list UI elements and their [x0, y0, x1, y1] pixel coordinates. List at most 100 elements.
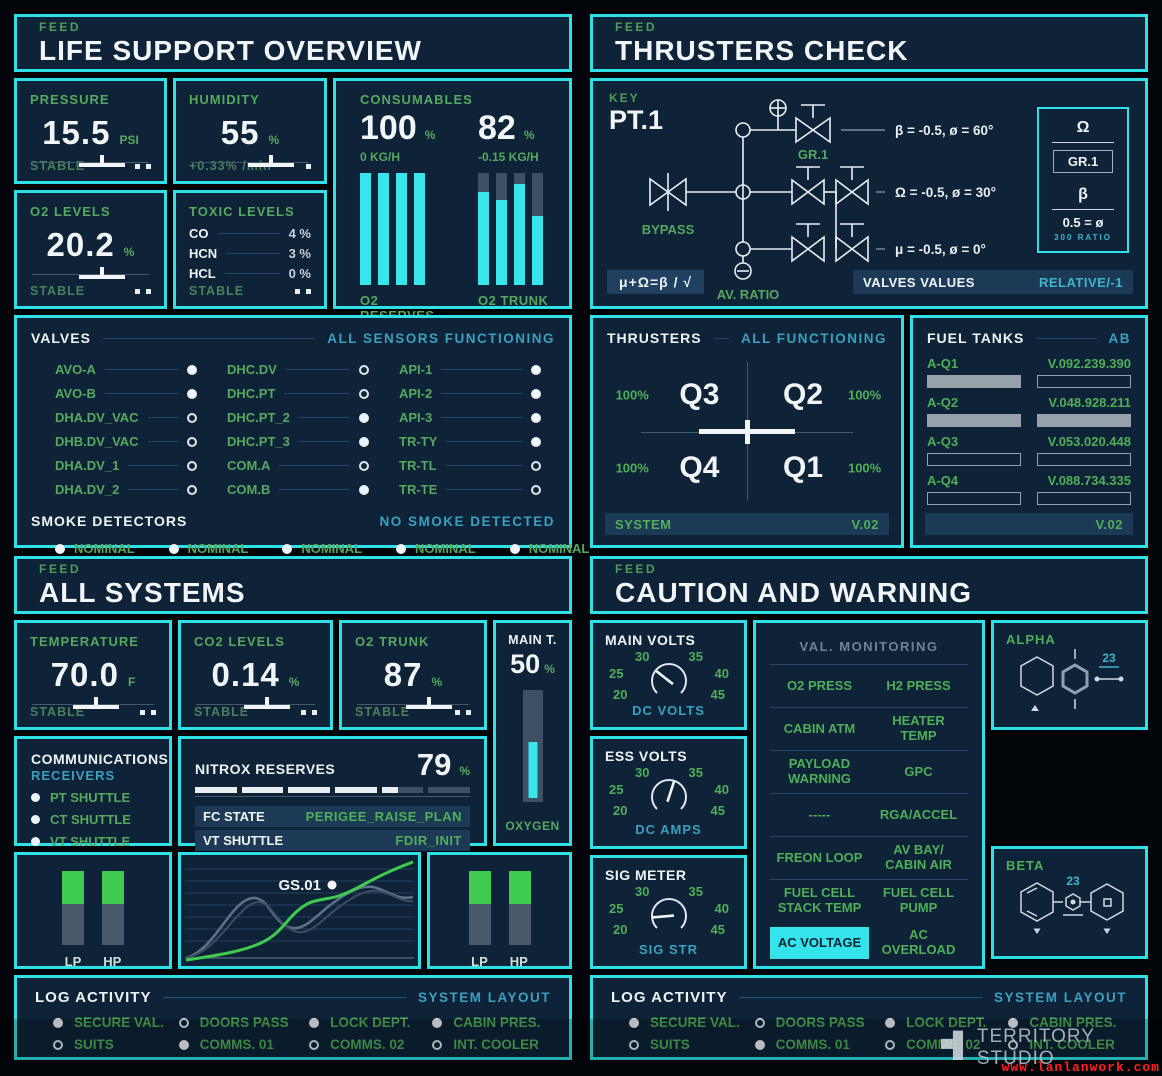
annunciator-button[interactable]: PAYLOAD WARNING	[788, 756, 851, 786]
temperature-status: STABLE	[30, 705, 86, 719]
valve-state-dot	[187, 364, 197, 375]
valve-item: TR-TE	[399, 482, 541, 497]
o2-trunk-caption: O2 TRUNK	[478, 293, 549, 308]
main-volts-tile: MAIN VOLTS 30 35 25 40 20 45 DC VOLTS	[590, 620, 747, 730]
alpha-tile: ALPHA 23	[991, 620, 1148, 730]
log-activity-left: LOG ACTIVITY SYSTEM LAYOUT SECURE VAL. D…	[14, 975, 572, 1060]
annunciator-button[interactable]: AV BAY/ CABIN AIR	[885, 842, 952, 872]
o2-trunk-tile: O2 TRUNK 87% STABLE	[339, 620, 487, 730]
valves-status: ALL SENSORS FUNCTIONING	[327, 330, 555, 346]
gauge-tick: 35	[688, 649, 703, 664]
alpha-label: ALPHA	[1006, 632, 1056, 647]
gauge-tick: 30	[635, 649, 650, 664]
toxic-status: STABLE	[189, 284, 245, 298]
gauge-tick: 20	[613, 687, 628, 702]
receivers-label: RECEIVERS	[31, 768, 116, 783]
dc-amps-caption: DC AMPS	[635, 822, 702, 837]
main-tank-unit: %	[544, 662, 555, 676]
quadrant-q1: Q1	[782, 450, 824, 484]
annunciator-button[interactable]: RGA/ACCEL	[879, 806, 958, 822]
valve-item: TR-TL	[399, 458, 541, 473]
feed-label: FEED	[39, 561, 82, 576]
fuel-bar	[1037, 492, 1131, 505]
nitrox-value: 79	[416, 747, 452, 782]
gauge-tick: 45	[710, 803, 725, 818]
valve-state-dot	[187, 436, 197, 447]
humidity-tile: HUMIDITY 55% +0.33% /min	[173, 78, 327, 184]
log-dot	[629, 1039, 639, 1050]
main-tank-value: 50	[510, 649, 541, 679]
log-dot	[1008, 1017, 1019, 1028]
log-item: INT. COOLER	[1008, 1037, 1127, 1052]
humidity-unit: %	[268, 133, 280, 147]
temperature-label: TEMPERATURE	[30, 634, 139, 649]
valve-item: AVO-A	[55, 362, 197, 377]
fuel-bar	[1037, 375, 1131, 388]
communications-label: COMMUNICATIONS	[31, 751, 169, 767]
valve-item: COM.A	[227, 458, 369, 473]
sig-str-caption: SIG STR	[638, 942, 698, 957]
fuel-row: A-Q1 V.092.239.390	[927, 356, 1131, 388]
annunciator-button[interactable]: O2 PRESS	[786, 677, 853, 693]
temperature-tile: TEMPERATURE 70.0 F STABLE	[14, 620, 172, 730]
humidity-label: HUMIDITY	[189, 92, 260, 107]
thrusters-status: ALL FUNCTIONING	[741, 330, 887, 346]
beta-badge: 23	[1066, 874, 1080, 888]
hp-bar	[508, 871, 531, 945]
consumables-label: CONSUMABLES	[360, 92, 473, 107]
co2-status: STABLE	[194, 705, 250, 719]
log-dot	[629, 1017, 639, 1028]
panel-title-life-support: LIFE SUPPORT OVERVIEW	[39, 34, 422, 66]
log-item: SUITS	[629, 1037, 755, 1052]
ess-volts-label: ESS VOLTS	[605, 748, 688, 764]
main-volts-label: MAIN VOLTS	[605, 632, 696, 648]
toxic-row-value: 4 %	[288, 226, 311, 241]
valve-state-dot	[187, 484, 197, 495]
o2-trunk-rate: -0.15 KG/H	[478, 150, 539, 164]
annunciator-button[interactable]: FUEL CELL PUMP	[882, 885, 955, 915]
valve-state-dot	[187, 388, 197, 399]
nitrox-label: NITROX RESERVES	[195, 761, 336, 777]
log-item: INT. COOLER	[432, 1037, 551, 1052]
annunciator-button[interactable]: FUEL CELL STACK TEMP	[777, 885, 862, 915]
pressure-label: PRESSURE	[30, 92, 110, 107]
annunciator-button[interactable]: -----	[808, 806, 831, 822]
annunciator-button[interactable]: GPC	[904, 763, 933, 779]
gauge-tick: 25	[609, 782, 624, 797]
fuel-tanks-tile: FUEL TANKS AB A-Q1 V.092.239.390 A-Q2 V.04…	[910, 315, 1148, 548]
o2-levels-label: O2 LEVELS	[30, 204, 111, 219]
panel-title-thrusters-check: THRUSTERS CHECK	[615, 34, 909, 66]
key-label: KEY	[609, 91, 640, 105]
valve-state-dot	[531, 412, 541, 423]
annunciator-button[interactable]: HEATER TEMP	[892, 713, 945, 743]
status-dots	[301, 709, 317, 715]
log-dot	[53, 1017, 63, 1028]
annunciator-button[interactable]: H2 PRESS	[886, 677, 951, 693]
gauge-tick: 25	[609, 901, 624, 916]
smoke-dot	[282, 543, 293, 554]
valve-state-dot	[359, 460, 369, 471]
smoke-status: NO SMOKE DETECTED	[379, 513, 555, 529]
log-item: LOCK DEPT.	[885, 1015, 1008, 1030]
lp-bar	[62, 871, 84, 945]
fuel-version: V.02	[1095, 516, 1123, 532]
ratio-caption: 300 RATIO	[1054, 233, 1112, 242]
consumables-tile: CONSUMABLES 100% 0 KG/H O2 RESERVES 82% …	[333, 78, 572, 323]
fuel-bar	[927, 492, 1021, 505]
annunciator-button[interactable]: CABIN ATM	[783, 720, 856, 736]
thrusters-check-header: FEED THRUSTERS CHECK	[590, 14, 1148, 72]
fuel-row: A-Q4 V.088.734.335	[927, 473, 1131, 505]
o2-trunk-value: 87	[383, 656, 423, 693]
gr1-label: GR.1	[798, 147, 828, 162]
annunciator-button[interactable]: AC OVERLOAD	[881, 927, 956, 957]
quadrant-q4: Q4	[679, 450, 720, 484]
annunciator-button[interactable]: FREON LOOP	[776, 849, 863, 865]
log-item: DOORS PASS	[754, 1015, 885, 1030]
valves-values-value: RELATIVE/-1	[1039, 274, 1123, 290]
smoke-detectors-label: SMOKE DETECTORS	[31, 513, 188, 529]
annunciator-button-ac-voltage[interactable]: AC VOLTAGE	[770, 927, 869, 959]
fuel-bar	[1037, 414, 1131, 427]
alpha-badge: 23	[1102, 651, 1116, 665]
status-dots	[140, 709, 156, 715]
log-dot	[885, 1017, 896, 1028]
